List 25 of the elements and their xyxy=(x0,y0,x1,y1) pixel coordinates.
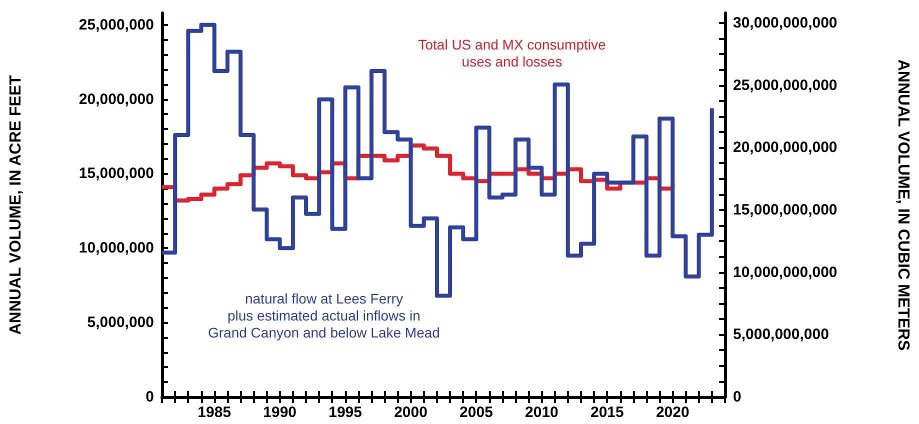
y2-tick-label: 15,000,000,000 xyxy=(733,201,838,218)
y2-axis-title: ANNUAL VOLUME, IN CUBIC METERS xyxy=(894,59,912,351)
y2-tick-label: 20,000,000,000 xyxy=(733,139,838,156)
y-tick-label: 20,000,000 xyxy=(78,90,154,108)
x-tick-label: 2000 xyxy=(394,404,428,421)
x-tick-label: 2005 xyxy=(460,404,493,421)
x-tick-label: 1985 xyxy=(198,404,232,421)
x-tick-label: 1995 xyxy=(328,404,362,421)
y-tick-label: 10,000,000 xyxy=(78,240,154,257)
y2-tick-label: 5,000,000,000 xyxy=(733,326,829,344)
x-tick-label: 2015 xyxy=(590,404,624,421)
x-tick-label: 2010 xyxy=(525,404,558,421)
y2-tick-label: 30,000,000,000 xyxy=(733,14,838,32)
y2-tick-label: 25,000,000,000 xyxy=(733,76,838,94)
y-tick-label: 25,000,000 xyxy=(78,16,154,34)
y-tick-label: 5,000,000 xyxy=(87,314,154,332)
y2-tick-label: 10,000,000,000 xyxy=(733,264,838,281)
annotation: Total US and MX consumptive uses and losses xyxy=(418,36,606,70)
y-tick-label: 0 xyxy=(146,388,154,406)
y-tick-label: 15,000,000 xyxy=(78,165,154,182)
x-tick-label: 2020 xyxy=(656,404,690,421)
y2-tick-label: 0 xyxy=(733,388,742,406)
y-axis-title: ANNUAL VOLUME, IN ACRE FEET xyxy=(8,74,24,335)
annotation: natural flow at Lees Ferry plus estimated actual inflows in Grand Canyon and below Lake Mead xyxy=(208,290,440,340)
x-tick-label: 1990 xyxy=(263,404,297,421)
